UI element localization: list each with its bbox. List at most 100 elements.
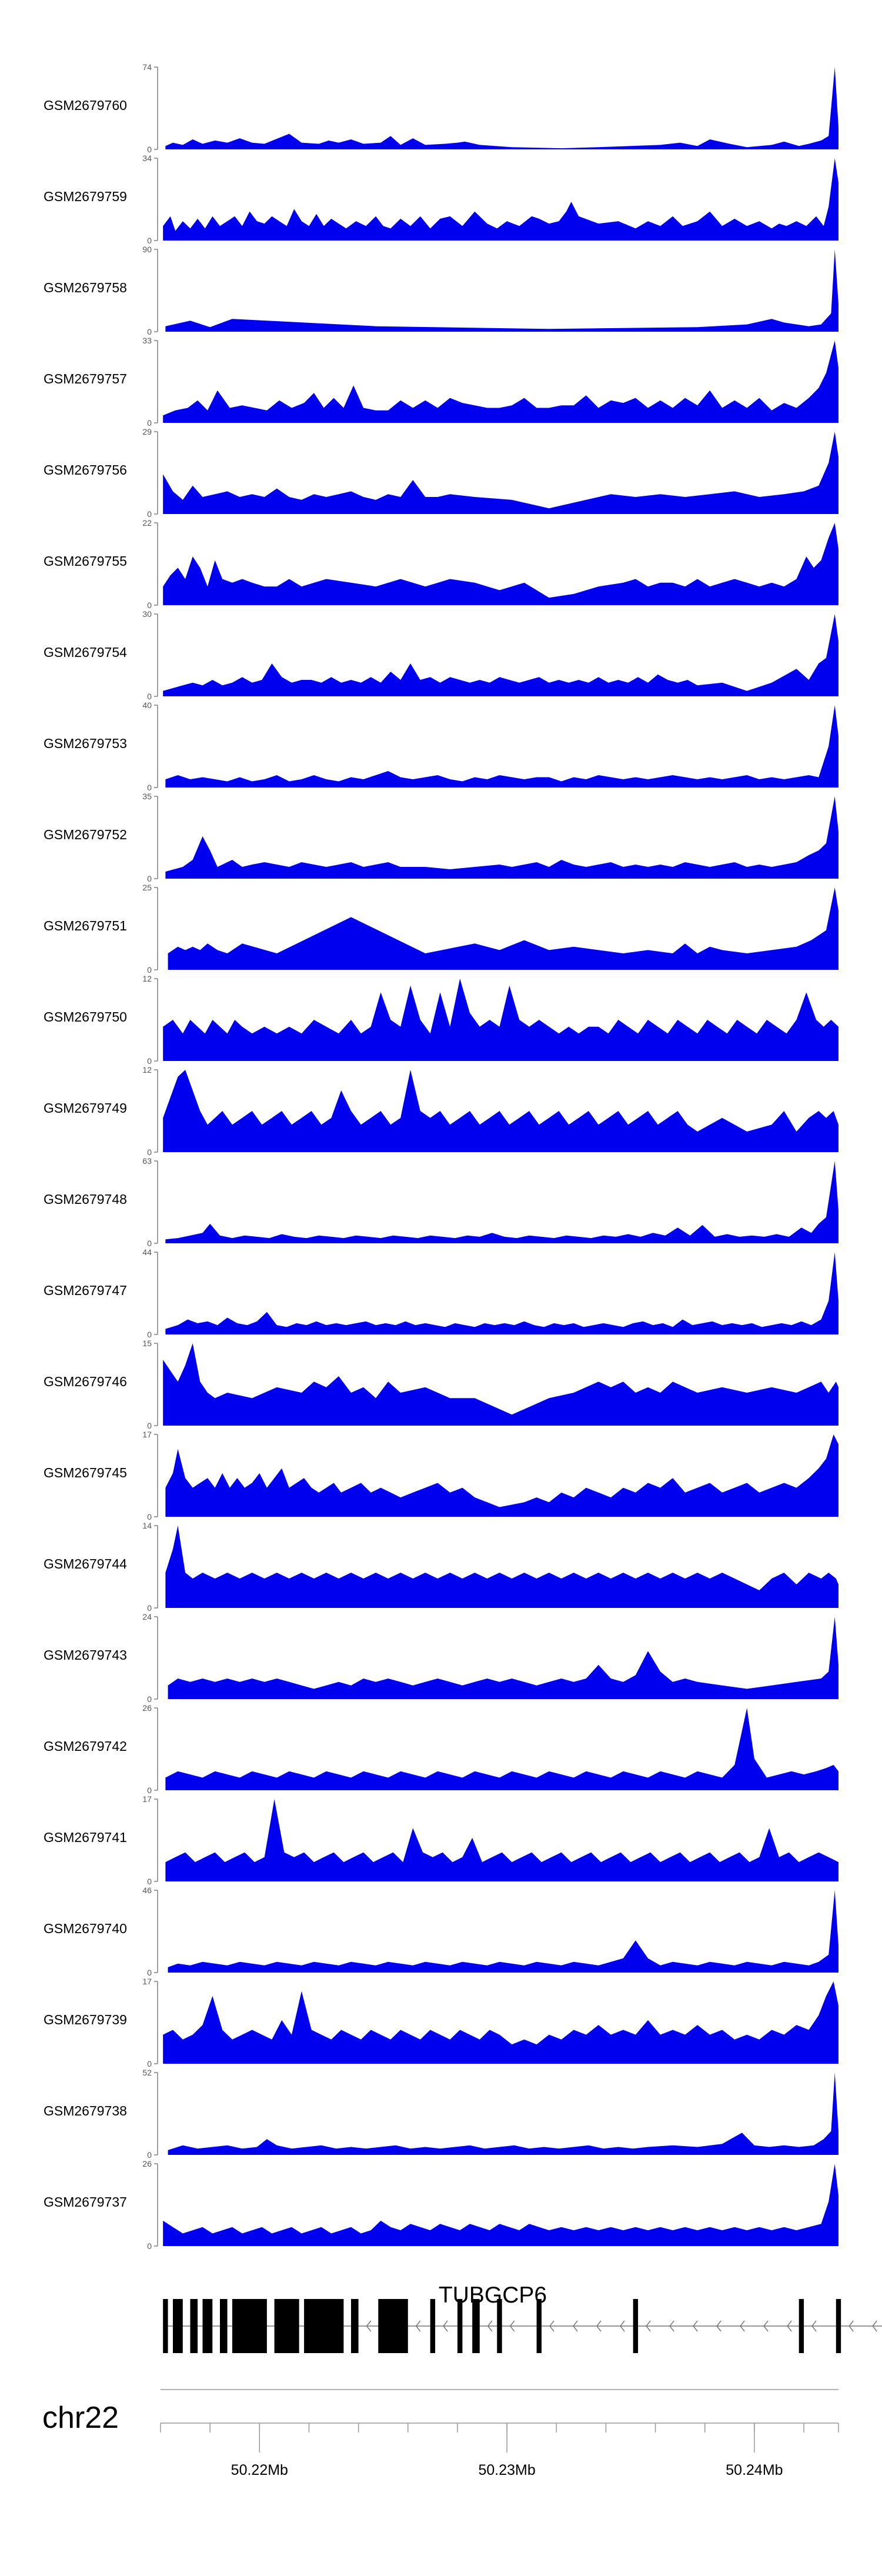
coverage-area bbox=[168, 1890, 839, 1973]
strand-arrow bbox=[443, 2320, 448, 2332]
track-label: GSM2679747 bbox=[44, 1283, 127, 1298]
coverage-area bbox=[165, 796, 838, 879]
track-label: GSM2679739 bbox=[44, 2012, 127, 2027]
coverage-track: GSM2679747 44 0 bbox=[44, 1247, 838, 1339]
axis-tick-label: 50.23Mb bbox=[478, 2462, 535, 2478]
coverage-area bbox=[163, 523, 839, 605]
strand-arrow bbox=[573, 2320, 578, 2332]
track-label: GSM2679755 bbox=[44, 553, 127, 569]
coverage-track: GSM2679748 63 0 bbox=[44, 1156, 838, 1248]
track-label: GSM2679754 bbox=[44, 645, 127, 660]
coverage-track: GSM2679752 35 0 bbox=[44, 792, 838, 883]
coverage-track: GSM2679750 12 0 bbox=[44, 974, 839, 1066]
coverage-track: GSM2679738 52 0 bbox=[44, 2068, 839, 2160]
strand-arrow bbox=[763, 2320, 769, 2332]
strand-arrow bbox=[787, 2320, 792, 2332]
coverage-area bbox=[163, 1981, 839, 2064]
exon bbox=[274, 2299, 299, 2353]
y-max-label: 26 bbox=[142, 1703, 152, 1713]
y-min-label: 0 bbox=[147, 1056, 152, 1066]
coverage-track: GSM2679751 25 0 bbox=[44, 883, 839, 975]
y-max-label: 24 bbox=[142, 1612, 152, 1621]
gene-model-track: TUBGCP6 bbox=[163, 2283, 882, 2353]
y-max-label: 25 bbox=[142, 883, 152, 892]
coverage-area bbox=[163, 432, 839, 514]
strand-arrow bbox=[509, 2320, 515, 2332]
y-min-label: 0 bbox=[147, 1603, 152, 1613]
exon bbox=[430, 2299, 436, 2353]
track-label: GSM2679737 bbox=[44, 2194, 127, 2210]
y-min-label: 0 bbox=[147, 2241, 152, 2251]
y-max-label: 44 bbox=[142, 1247, 152, 1257]
y-max-label: 12 bbox=[142, 1065, 152, 1075]
y-max-label: 52 bbox=[142, 2068, 152, 2077]
strand-arrow bbox=[716, 2320, 721, 2332]
coverage-area bbox=[165, 1526, 838, 1608]
y-max-label: 63 bbox=[142, 1156, 152, 1166]
exon bbox=[497, 2299, 502, 2353]
track-label: GSM2679757 bbox=[44, 371, 127, 386]
strand-arrow bbox=[848, 2320, 854, 2332]
exon bbox=[304, 2299, 344, 2353]
coverage-area bbox=[168, 887, 839, 970]
track-label: GSM2679758 bbox=[44, 280, 127, 295]
y-min-label: 0 bbox=[147, 965, 152, 975]
coverage-track: GSM2679749 12 0 bbox=[44, 1065, 839, 1157]
y-max-label: 26 bbox=[142, 2159, 152, 2168]
y-min-label: 0 bbox=[147, 145, 152, 154]
track-label: GSM2679741 bbox=[44, 1830, 127, 1845]
strand-arrow bbox=[487, 2320, 493, 2332]
y-max-label: 33 bbox=[142, 336, 152, 345]
coverage-track: GSM2679755 22 0 bbox=[44, 518, 839, 610]
strand-arrow bbox=[549, 2320, 554, 2332]
coverage-area bbox=[163, 614, 839, 696]
coverage-track: GSM2679753 40 0 bbox=[44, 700, 838, 792]
y-min-label: 0 bbox=[147, 509, 152, 519]
exon bbox=[378, 2299, 408, 2353]
exon bbox=[836, 2299, 841, 2353]
y-min-label: 0 bbox=[147, 783, 152, 792]
y-max-label: 17 bbox=[142, 1430, 152, 1439]
exon bbox=[633, 2299, 639, 2353]
track-label: GSM2679748 bbox=[44, 1192, 127, 1207]
y-min-label: 0 bbox=[147, 236, 152, 245]
coverage-track: GSM2679746 15 0 bbox=[44, 1339, 839, 1430]
track-label: GSM2679745 bbox=[44, 1465, 127, 1480]
exon bbox=[202, 2299, 213, 2353]
y-max-label: 46 bbox=[142, 1886, 152, 1895]
coverage-area bbox=[165, 1799, 838, 1881]
coverage-area bbox=[163, 2164, 839, 2246]
y-max-label: 14 bbox=[142, 1521, 152, 1530]
gene-name-label: TUBGCP6 bbox=[439, 2283, 547, 2308]
coverage-area bbox=[163, 158, 839, 241]
track-label: GSM2679742 bbox=[44, 1739, 127, 1754]
y-min-label: 0 bbox=[147, 1147, 152, 1157]
y-min-label: 0 bbox=[147, 1694, 152, 1704]
y-min-label: 0 bbox=[147, 1421, 152, 1430]
coverage-track: GSM2679759 34 0 bbox=[44, 154, 839, 245]
coverage-track: GSM2679744 14 0 bbox=[44, 1521, 838, 1613]
strand-arrow bbox=[620, 2320, 625, 2332]
y-max-label: 17 bbox=[142, 1794, 152, 1804]
genome-axis-track: chr22 50.22Mb 50.23Mb 50.24Mb bbox=[42, 2389, 839, 2478]
y-min-label: 0 bbox=[147, 1786, 152, 1795]
y-min-label: 0 bbox=[147, 1968, 152, 1977]
coverage-track: GSM2679737 26 0 bbox=[44, 2159, 839, 2251]
strand-arrow bbox=[366, 2320, 372, 2332]
y-min-label: 0 bbox=[147, 874, 152, 883]
y-min-label: 0 bbox=[147, 2059, 152, 2068]
y-max-label: 34 bbox=[142, 154, 152, 163]
coverage-area bbox=[163, 979, 839, 1061]
coverage-area bbox=[165, 67, 838, 149]
axis-tick-label: 50.22Mb bbox=[231, 2462, 288, 2478]
coverage-track: GSM2679758 90 0 bbox=[44, 245, 838, 336]
coverage-track: GSM2679743 24 0 bbox=[44, 1612, 839, 1704]
y-max-label: 74 bbox=[142, 62, 152, 72]
exon bbox=[457, 2299, 463, 2353]
strand-arrow bbox=[693, 2320, 698, 2332]
y-max-label: 15 bbox=[142, 1339, 152, 1348]
y-min-label: 0 bbox=[147, 692, 152, 701]
y-max-label: 30 bbox=[142, 609, 152, 619]
coverage-area bbox=[163, 1070, 839, 1152]
